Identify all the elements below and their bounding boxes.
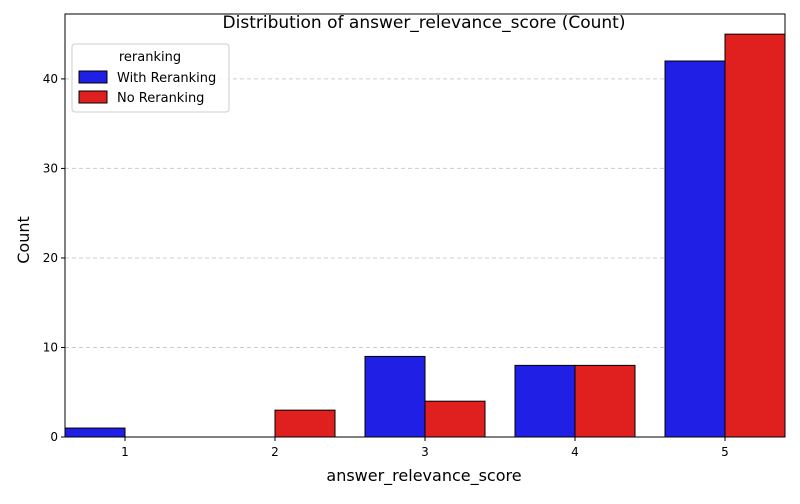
y-tick-label: 0 xyxy=(50,430,58,444)
bars xyxy=(64,33,786,438)
ticks: 0 10 20 30 40 1 2 3 4 5 xyxy=(43,72,729,459)
legend: reranking With Reranking No Reranking xyxy=(71,43,230,113)
y-tick-label: 20 xyxy=(43,251,58,265)
y-tick-label: 10 xyxy=(43,340,58,354)
y-axis-title: Count xyxy=(14,216,33,264)
bar-no-reranking-5 xyxy=(724,33,786,438)
bar-no-reranking-4 xyxy=(574,364,636,438)
bar-with-reranking-5 xyxy=(664,60,726,438)
bar-no-reranking-3 xyxy=(424,400,486,438)
legend-frame xyxy=(71,43,230,113)
y-tick-label: 30 xyxy=(43,161,58,175)
x-tick-label: 3 xyxy=(421,445,429,459)
legend-swatch xyxy=(78,70,108,84)
bar-with-reranking-4 xyxy=(514,364,576,438)
y-tick-label: 40 xyxy=(43,72,58,86)
chart-title: Distribution of answer_relevance_score (… xyxy=(223,13,626,33)
x-tick-label: 4 xyxy=(571,445,579,459)
legend-swatch xyxy=(78,90,108,104)
legend-label: No Reranking xyxy=(117,91,204,106)
bar-no-reranking-2 xyxy=(274,409,336,438)
x-tick-label: 5 xyxy=(721,445,729,459)
legend-title: reranking xyxy=(119,50,181,65)
bar-with-reranking-1 xyxy=(64,427,126,438)
legend-label: With Reranking xyxy=(117,71,216,86)
x-tick-label: 1 xyxy=(121,445,129,459)
bar-with-reranking-3 xyxy=(364,355,426,438)
x-axis-title: answer_relevance_score xyxy=(326,466,521,486)
x-tick-label: 2 xyxy=(271,445,279,459)
